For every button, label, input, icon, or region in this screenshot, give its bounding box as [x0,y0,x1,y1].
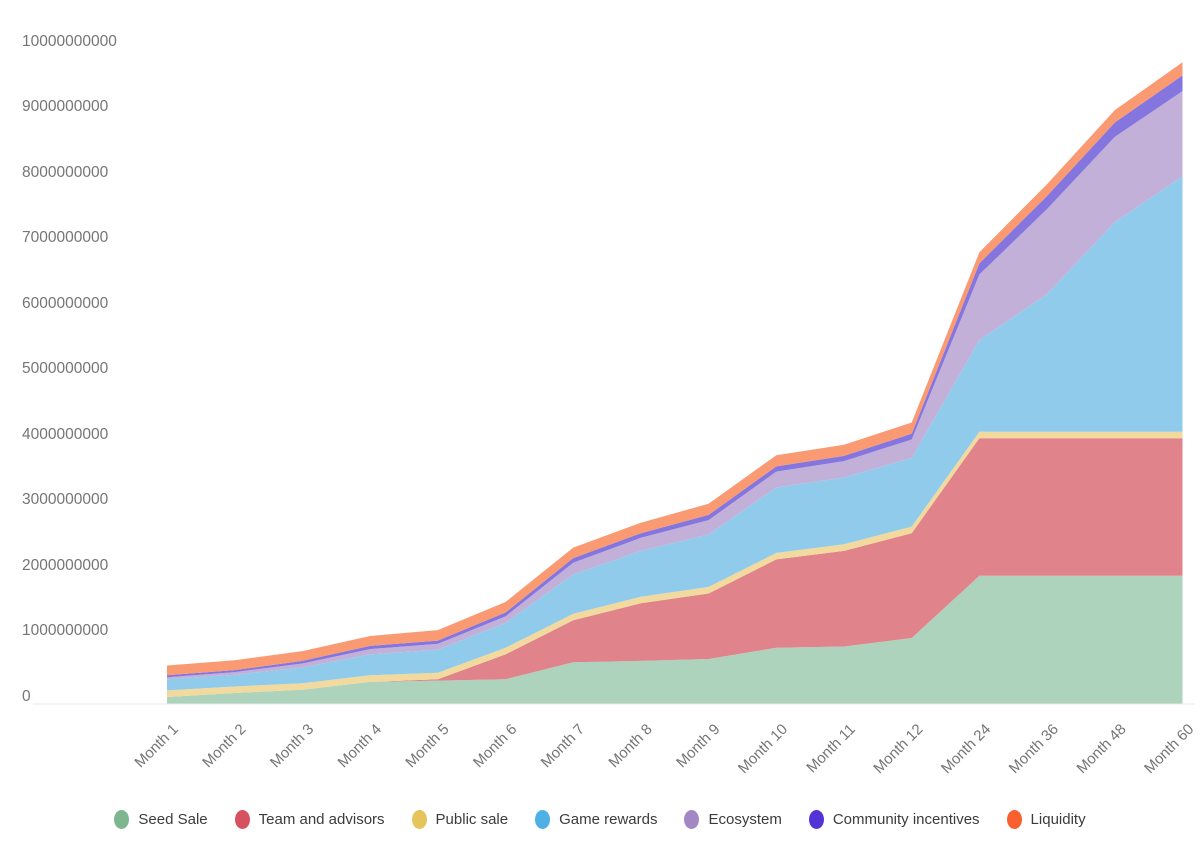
y-tick-label: 8000000000 [22,163,109,181]
x-tick-label: Month 2 [199,721,249,771]
x-tick-label: Month 60 [1141,721,1197,777]
x-tick-label: Month 5 [402,721,452,771]
legend-item-team-and-advisors[interactable]: Team and advisors [234,809,385,829]
x-tick-label: Month 48 [1073,721,1129,777]
legend-label: Team and advisors [258,810,385,828]
x-tick-label: Month 36 [1006,721,1062,777]
legend-item-game-rewards[interactable]: Game rewards [535,809,658,829]
x-tick-label: Month 6 [470,721,520,771]
x-tick-label: Month 1 [131,721,181,771]
y-tick-label: 1000000000 [22,622,109,639]
y-tick-label: 0 [22,687,31,705]
legend-dot-icon [535,809,551,829]
legend-label: Community incentives [832,810,980,828]
area-game-rewards [167,176,1183,691]
y-tick-label: 10000000000 [22,32,117,50]
legend-label: Seed Sale [138,810,208,828]
x-tick-label: Month 12 [870,721,926,777]
legend-dot-icon [411,809,427,829]
legend-dot-icon [684,809,700,829]
x-tick-label: Month 11 [803,721,858,776]
area-team-and-advisors [167,438,1183,697]
x-tick-label: Month 24 [938,721,994,777]
legend: Seed Sale Team and advisors Public sale Gam… [0,804,1200,834]
legend-dot-icon [114,809,130,829]
legend-item-public-sale[interactable]: Public sale [411,809,509,829]
x-tick-label: Month 7 [538,721,588,771]
legend-item-ecosystem[interactable]: Ecosystem [684,809,782,829]
x-tick-label: Month 8 [605,721,655,771]
legend-label: Public sale [435,810,509,828]
legend-item-liquidity[interactable]: Liquidity [1006,809,1086,829]
legend-label: Game rewards [559,810,658,828]
legend-dot-icon [808,809,824,829]
y-tick-label: 4000000000 [22,425,109,443]
y-tick-label: 6000000000 [22,294,109,312]
legend-label: Liquidity [1030,810,1086,828]
y-tick-label: 3000000000 [22,491,109,508]
x-tick-label: Month 4 [335,721,385,771]
area-seed-sale [167,575,1183,704]
y-tick-label: 2000000000 [22,556,109,574]
legend-item-community-incentives[interactable]: Community incentives [808,809,980,829]
x-tick-label: Month 3 [267,721,317,771]
y-tick-label: 7000000000 [22,229,109,246]
y-tick-label: 5000000000 [22,360,109,377]
y-tick-label: 9000000000 [22,98,109,115]
x-tick-label: Month 9 [673,721,723,771]
legend-dot-icon [234,809,250,829]
legend-item-seed-sale[interactable]: Seed Sale [114,809,208,829]
x-tick-label: Month 10 [735,721,791,777]
legend-label: Ecosystem [708,810,782,828]
legend-dot-icon [1006,809,1022,829]
